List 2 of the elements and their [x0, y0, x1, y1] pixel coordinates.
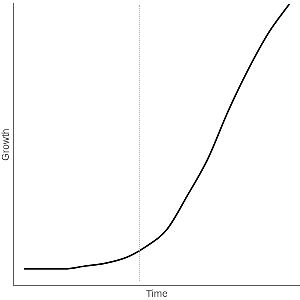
x-axis-title: Time: [146, 288, 168, 300]
y-axis-title: Growth: [0, 128, 12, 162]
